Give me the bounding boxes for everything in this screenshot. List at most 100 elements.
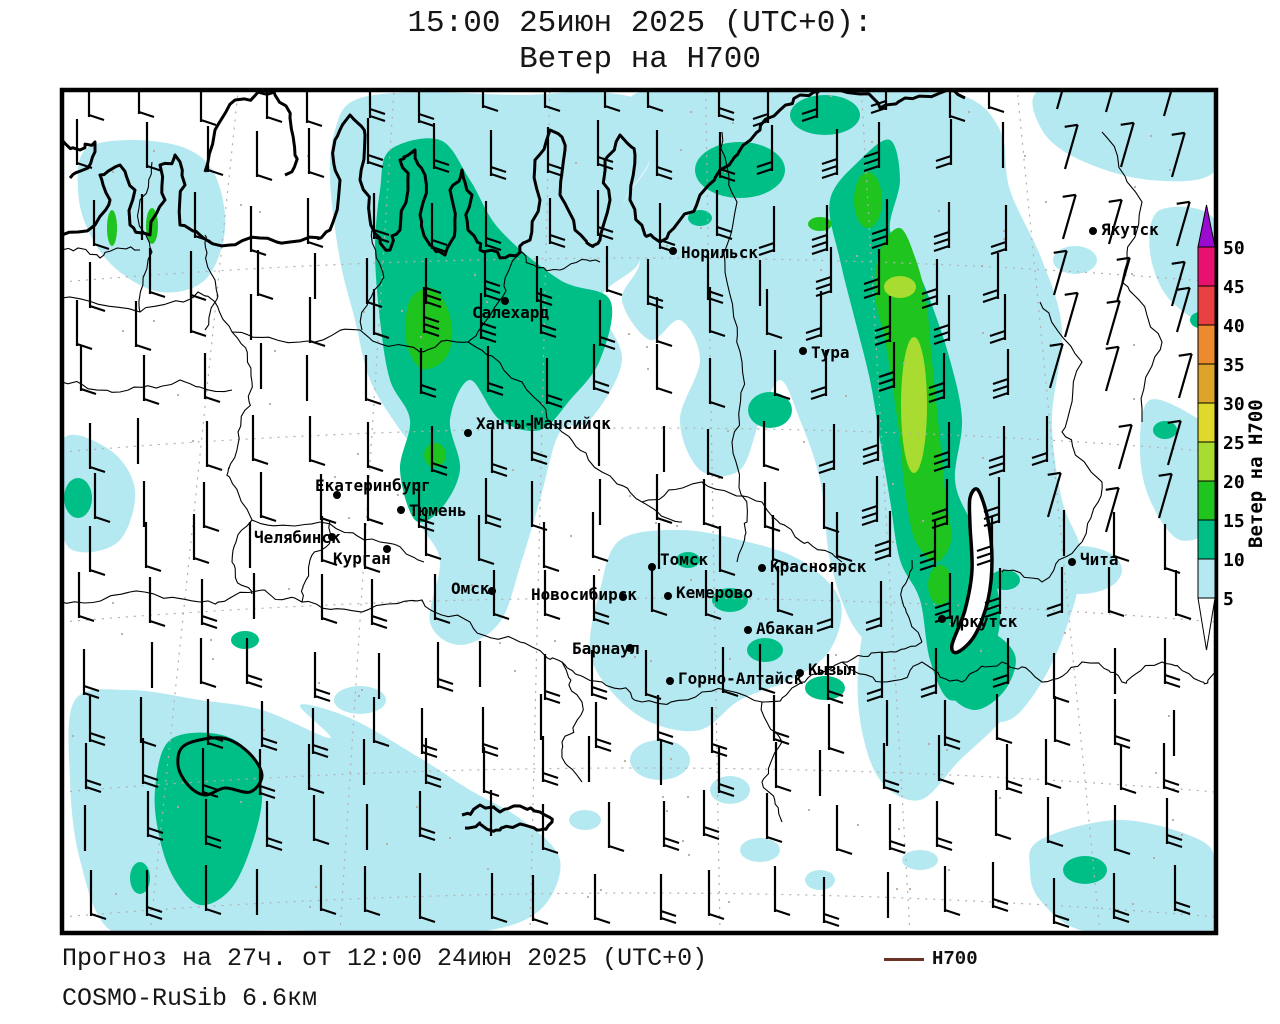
map-title-variable: Ветер на H700 [519, 42, 761, 77]
city-label: Кемерово [676, 583, 753, 602]
city-label: Челябинск [254, 528, 341, 547]
region-border [900, 559, 923, 643]
city-marker [799, 347, 807, 355]
city-label: Барнаул [572, 639, 639, 658]
legend-label: H700 [932, 948, 978, 970]
region-border [641, 481, 843, 563]
wind-speed-region-15-20 [854, 172, 882, 228]
wind-barb [1170, 261, 1186, 307]
colorbar-arrow-bottom [1197, 597, 1216, 651]
wind-barb [1157, 473, 1173, 519]
region-border [231, 328, 469, 353]
wind-speed-region-10-15 [1153, 421, 1177, 439]
wind-barb [1063, 292, 1079, 338]
region-border [561, 661, 584, 783]
colorbar-cell [1197, 480, 1216, 521]
coastline [62, 139, 97, 179]
city-label: Салехард [472, 303, 549, 322]
coastline [203, 90, 299, 177]
wind-barb [1055, 90, 1064, 110]
wind-barbs [75, 90, 1193, 929]
city-marker [666, 677, 674, 685]
region-border [760, 701, 783, 823]
coastline [62, 90, 966, 260]
wind-barb [1115, 257, 1131, 303]
wind-speed-region-5-10 [740, 838, 780, 862]
region-border [467, 341, 682, 523]
legend-line-swatch [884, 957, 924, 961]
wind-speed-region-10-15 [990, 570, 1020, 590]
wind-barb [1063, 124, 1079, 170]
wind-speed-region-5-10 [1029, 820, 1216, 933]
colorbar-tick-label: 20 [1223, 472, 1245, 493]
wind-barb [1119, 122, 1135, 168]
colorbar-tick-label: 35 [1223, 355, 1245, 376]
city-label: Красноярск [770, 557, 867, 576]
region-border [1039, 301, 1103, 543]
city-label: Абакан [756, 619, 814, 638]
wind-speed-region-10-15 [231, 631, 259, 649]
colorbar-cell [1197, 285, 1216, 326]
city-marker [328, 533, 336, 541]
wind-barb [1105, 300, 1121, 346]
wind-speed-region-5-10 [62, 434, 136, 553]
wind-barb [1046, 472, 1062, 518]
wind-speed-region-10-15 [130, 862, 150, 894]
wind-speed-region-20-25 [901, 337, 927, 473]
city-marker [501, 297, 509, 305]
city-marker [758, 564, 766, 572]
city-marker [397, 506, 405, 514]
wind-barb [1177, 353, 1193, 399]
city-label: Курган [333, 549, 391, 568]
region-border [62, 589, 923, 705]
wind-barb [1061, 194, 1077, 240]
region-border [62, 246, 141, 259]
wind-barb [1104, 487, 1120, 533]
colorbar-cell [1197, 246, 1216, 287]
city-label: Ханты-Мансийск [476, 414, 611, 433]
colorbar-cell [1197, 363, 1216, 404]
colorbar-tick-label: 10 [1223, 550, 1245, 571]
wind-speed-region-15-20 [808, 217, 832, 231]
wind-speed-region-5-10 [1032, 90, 1216, 182]
colorbar-cell [1197, 441, 1216, 482]
level-legend: H700 [884, 948, 978, 970]
region-border [136, 161, 153, 313]
wind-speed-region-10-15 [1063, 856, 1107, 884]
colorbar-tick-label: 40 [1223, 316, 1245, 337]
wind-speed-region-10-15 [805, 676, 845, 700]
wind-barb [1170, 132, 1186, 178]
wind-speed-region-10-15 [748, 392, 792, 428]
wind-speed-region-10-15 [676, 552, 700, 568]
city-label: Иркутск [950, 612, 1018, 631]
region-border [204, 234, 219, 331]
wind-barb [1117, 424, 1133, 470]
wind-speed-region-15-20 [424, 443, 446, 467]
city-label: Новосибирск [531, 585, 637, 604]
region-border [521, 251, 601, 272]
map-title-datetime: 15:00 25июн 2025 (UTC+0): [407, 6, 873, 41]
region-border [62, 291, 253, 595]
region-border [720, 131, 748, 563]
colorbar-tick-label: 30 [1223, 394, 1245, 415]
city-marker [619, 593, 627, 601]
wind-speed-region-10-15 [695, 142, 785, 198]
region-border [300, 519, 332, 603]
wind-barb [1175, 201, 1191, 247]
colorbar-tick-label: 25 [1223, 433, 1245, 454]
city-label: Норильск [681, 243, 758, 262]
city-marker [333, 491, 341, 499]
region-border [841, 661, 1216, 685]
city-label: Кызыл [808, 660, 856, 679]
colorbar-tick-label: 15 [1223, 511, 1245, 532]
colorbar-cell [1197, 519, 1216, 560]
city-label: Якутск [1101, 220, 1159, 239]
region-border [251, 519, 425, 563]
map-frame [59, 87, 1219, 936]
colorbar: 50 45 40 35 30 25 20 15 10 5 Ветер на H700 [1197, 204, 1267, 651]
wind-speed-region-5-10 [1038, 546, 1122, 594]
city-label: Екатеринбург [315, 476, 431, 495]
wind-speed-region-5-10 [710, 776, 750, 804]
